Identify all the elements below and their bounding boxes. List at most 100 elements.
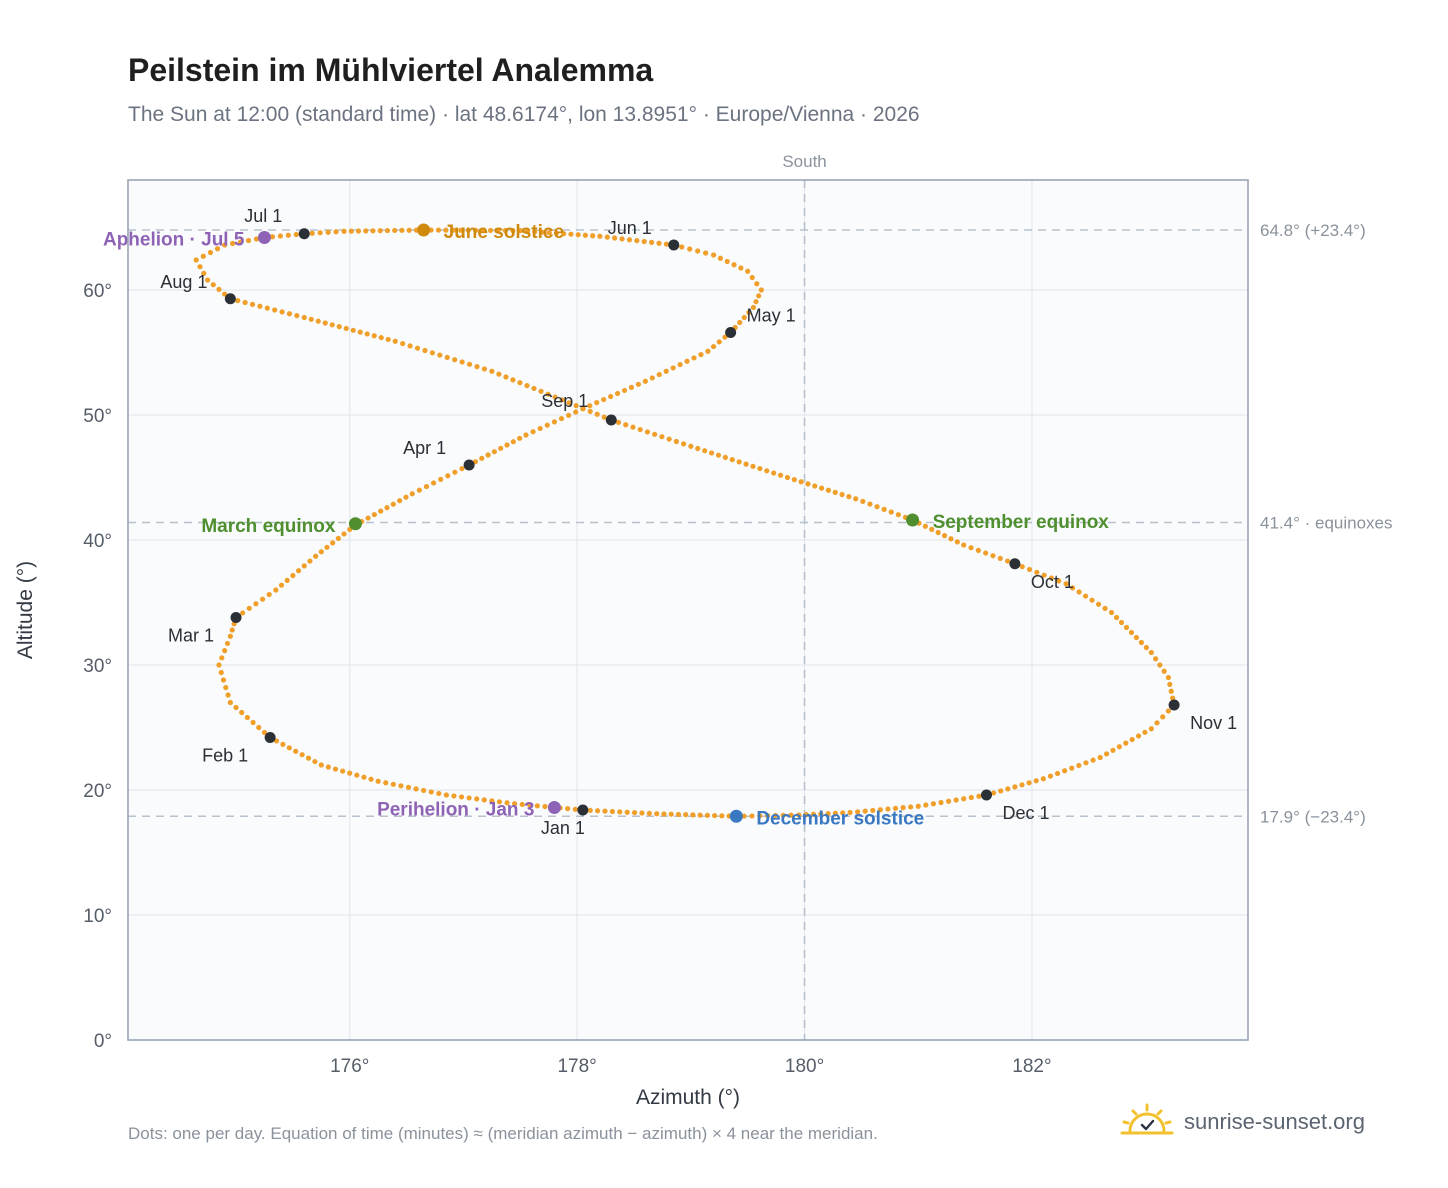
reference-lines: South 64.8° (+23.4°) 41.4° · equinoxes 17.9… [128, 152, 1393, 1040]
daily-dot [403, 494, 409, 500]
daily-dot [624, 809, 630, 815]
daily-dot [805, 481, 811, 487]
daily-dot [1054, 770, 1061, 777]
reference-label: 64.8° (+23.4°) [1260, 221, 1366, 240]
daily-dot [246, 605, 252, 611]
daily-dot [566, 400, 572, 406]
daily-dot [695, 248, 701, 254]
daily-dot [436, 790, 442, 797]
daily-dot [390, 501, 396, 507]
daily-dot [443, 227, 449, 233]
daily-dot [355, 228, 362, 234]
daily-dot [719, 813, 725, 819]
daily-dot [791, 477, 797, 483]
daily-dot [961, 542, 967, 548]
daily-dot [218, 669, 224, 676]
reference-label: 41.4° · equinoxes [1260, 514, 1393, 533]
daily-dot [888, 509, 894, 515]
brand[interactable]: sunrise-sunset.org [1120, 1102, 1365, 1142]
daily-dot [1118, 619, 1125, 626]
daily-dot [1082, 593, 1089, 599]
daily-dot [285, 232, 291, 238]
reference-label: 17.9° (−23.4°) [1260, 807, 1366, 826]
daily-dot [336, 324, 342, 330]
daily-dot [900, 805, 906, 811]
daily-dot [1012, 784, 1018, 790]
daily-dot [301, 314, 307, 321]
month-label: Mar 1 [168, 626, 214, 646]
daily-dot [315, 318, 321, 324]
daily-dot [573, 403, 579, 409]
daily-dot [235, 298, 241, 304]
daily-dot [954, 539, 960, 545]
daily-dot [290, 572, 296, 579]
daily-dot [1076, 589, 1082, 595]
plot-area [128, 180, 1248, 1040]
daily-dot [681, 441, 687, 447]
daily-dot [324, 544, 330, 550]
daily-dot [220, 677, 227, 683]
daily-dot [452, 357, 458, 363]
daily-dot [1167, 681, 1173, 687]
daily-dot [716, 339, 722, 345]
daily-dot [885, 806, 891, 812]
daily-dot [990, 553, 996, 559]
month-marker [605, 414, 617, 426]
month-marker [1009, 558, 1021, 570]
daily-dot [227, 633, 233, 639]
daily-dot [250, 719, 256, 726]
daily-dot [308, 316, 314, 322]
daily-dot [253, 236, 260, 242]
y-tick-label: 0° [94, 1031, 112, 1052]
daily-dot [325, 764, 332, 770]
daily-dot [1097, 754, 1103, 761]
daily-dot [524, 228, 531, 234]
daily-dot [691, 355, 697, 361]
daily-dot [1135, 733, 1142, 739]
daily-dot [930, 801, 937, 807]
daily-dot [443, 792, 449, 798]
daily-dot [670, 365, 676, 371]
daily-dot [479, 455, 485, 461]
daily-dot [1168, 688, 1174, 694]
daily-dot [961, 796, 967, 802]
daily-dot [273, 587, 279, 593]
daily-dot [631, 810, 638, 816]
daily-dot [407, 343, 413, 349]
daily-dot [201, 270, 207, 276]
daily-dot [224, 640, 231, 647]
chart-title: Peilstein im Mühlviertel Analemma [128, 52, 654, 88]
daily-dot [737, 319, 743, 326]
daily-dot [945, 798, 952, 804]
daily-dot [724, 258, 730, 265]
daily-dot [530, 429, 536, 435]
daily-dot [679, 244, 685, 250]
daily-dot [688, 443, 694, 449]
daily-dot [877, 807, 883, 813]
daily-dot [968, 794, 974, 801]
daily-dot [383, 780, 389, 786]
daily-dot [451, 793, 457, 799]
daily-dot [435, 227, 442, 233]
daily-dot [322, 320, 328, 326]
daily-dot [510, 227, 516, 234]
month-marker [264, 732, 276, 743]
daily-dot [1161, 668, 1167, 674]
daily-dot [614, 390, 621, 397]
daily-dot [594, 411, 600, 417]
chart-subtitle: The Sun at 12:00 (standard time) · lat 4… [128, 103, 920, 126]
brand-name[interactable]: sunrise-sunset.org [1184, 1109, 1365, 1134]
daily-dot [594, 400, 600, 406]
daily-dot [272, 307, 278, 313]
daily-dot [200, 253, 206, 259]
daily-dot [722, 334, 728, 340]
daily-dot [619, 236, 625, 242]
daily-dot [895, 512, 901, 518]
daily-dot [819, 485, 825, 491]
daily-dot [495, 227, 501, 234]
daily-dot [503, 374, 509, 380]
daily-dot [741, 813, 747, 819]
daily-dot [862, 808, 868, 814]
daily-dot [385, 336, 391, 343]
